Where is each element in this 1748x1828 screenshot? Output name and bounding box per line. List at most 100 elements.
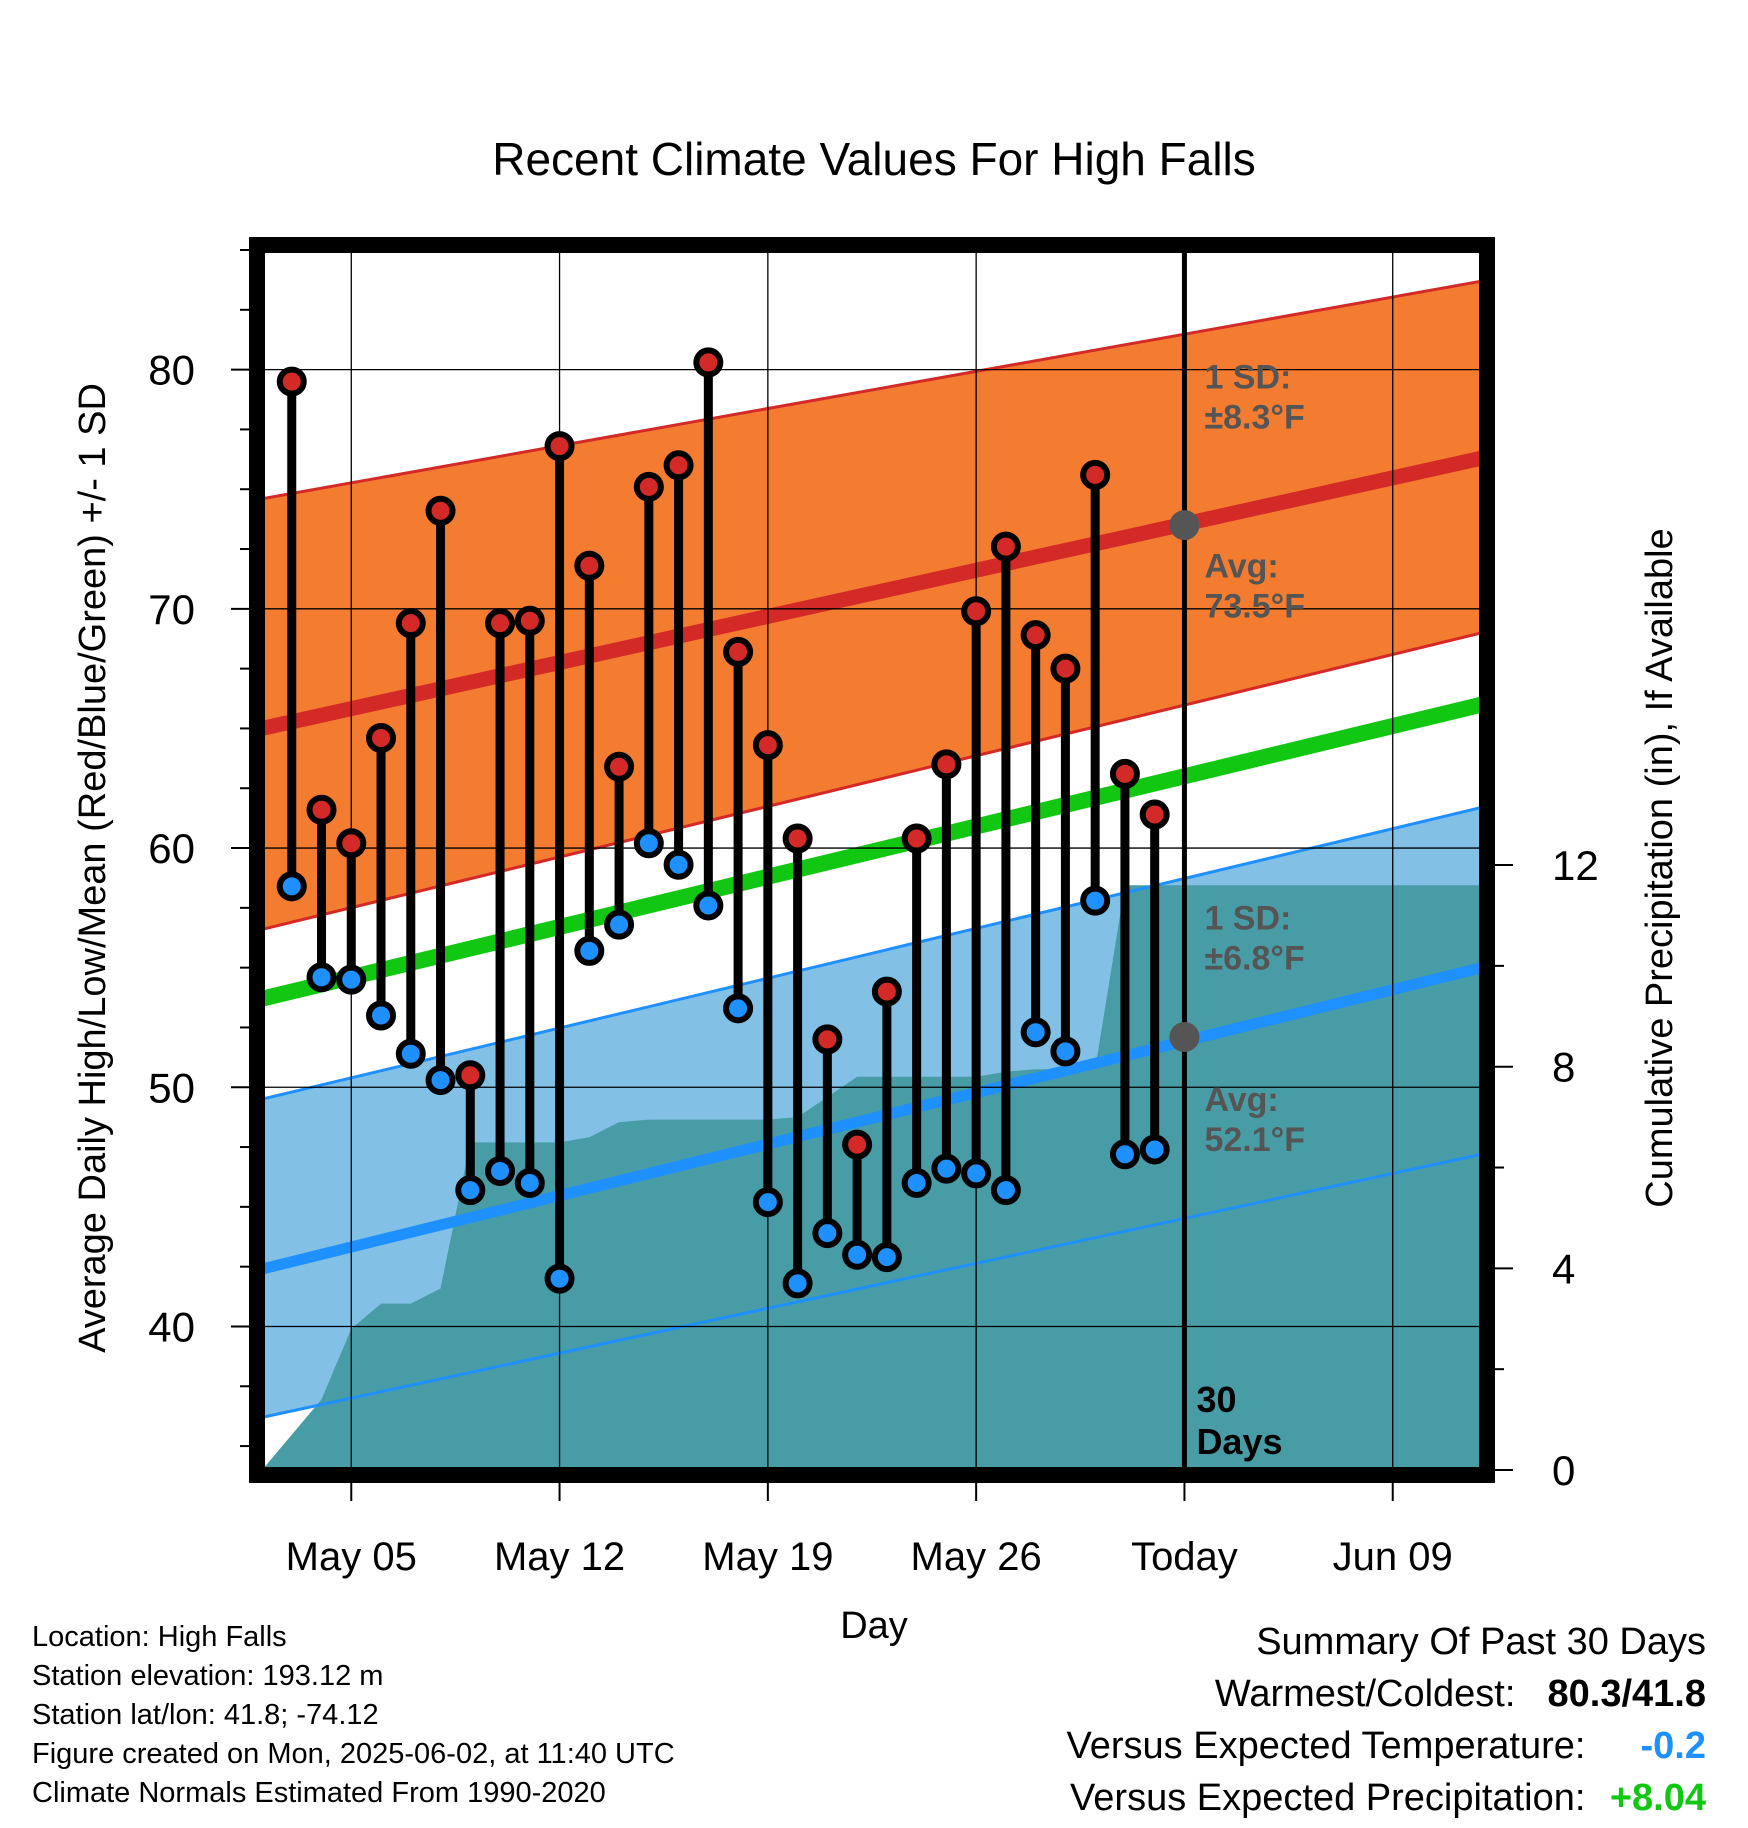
daily-low-point: [306, 962, 337, 993]
daily-high-point: [276, 366, 307, 397]
warm-cold-label: Warmest/Coldest:: [1214, 1673, 1516, 1715]
summary-title: Summary Of Past 30 Days: [1256, 1621, 1706, 1663]
high-sd-upper-line: [262, 279, 1482, 501]
daily-high-point: [395, 608, 426, 639]
daily-high-point: [574, 550, 605, 581]
low-avg-annotation: Avg: 52.1°F: [1204, 1081, 1305, 1159]
high-sd-lower-line: [262, 631, 1482, 931]
daily-low-point: [961, 1158, 992, 1189]
daily-high-point: [485, 608, 516, 639]
daily-low-point: [485, 1155, 516, 1186]
mean-avg-line: [262, 696, 1482, 1007]
daily-low-point: [574, 935, 605, 966]
y2-axis-label: Cumulative Precipitation (in), If Availa…: [1639, 528, 1681, 1207]
low-sd-annotation-line2: ±6.8°F: [1204, 939, 1304, 977]
daily-high-point: [544, 431, 575, 462]
daily-low-point: [1080, 885, 1111, 916]
high-sd-annotation: 1 SD: ±8.3°F: [1204, 359, 1304, 437]
daily-high-point: [842, 1129, 873, 1160]
daily-high-point: [663, 450, 694, 481]
daily-high-point: [1080, 459, 1111, 490]
low-avg-line: [262, 962, 1482, 1275]
daily-low-point: [990, 1175, 1021, 1206]
daily-high-point: [752, 730, 783, 761]
high-avg-annotation: Avg: 73.5°F: [1204, 548, 1305, 626]
high-avg-line: [262, 450, 1482, 736]
x-tick-label: May 19: [702, 1535, 833, 1579]
y-axis-label: Average Daily High/Low/Mean (Red/Blue/Gr…: [72, 383, 114, 1353]
daily-high-point: [1139, 799, 1170, 830]
daily-low-point: [782, 1268, 813, 1299]
daily-low-point: [1139, 1134, 1170, 1165]
days-label-line: 30: [1196, 1379, 1236, 1420]
high-sd-annotation-line1: 1 SD:: [1204, 359, 1291, 397]
daily-low-point: [901, 1167, 932, 1198]
high-avg-annotation-line2: 73.5°F: [1204, 588, 1305, 626]
daily-high-point: [961, 596, 992, 627]
daily-high-point: [514, 605, 545, 636]
daily-low-point: [1020, 1017, 1051, 1048]
warm-cold-value: 80.3/41.8: [1547, 1673, 1706, 1715]
axes: 40 50 60 70 80 0 4 8 12 May 05 May 12 May 19 May 26 T…: [148, 237, 1599, 1579]
y-tick-label: 80: [148, 347, 195, 394]
normals-text: Climate Normals Estimated From 1990-2020: [32, 1777, 606, 1809]
chart-title: Recent Climate Values For High Falls: [492, 133, 1256, 185]
precip-anomaly-row: Versus Expected Precipitation: +8.04: [806, 1772, 1706, 1824]
daily-high-point: [990, 531, 1021, 562]
daily-high-point: [1109, 758, 1140, 789]
low-sd-annotation: 1 SD: ±6.8°F: [1204, 899, 1304, 977]
precip-anomaly-label: Versus Expected Precipitation:: [1070, 1777, 1586, 1819]
daily-low-point: [723, 993, 754, 1024]
daily-high-point: [931, 749, 962, 780]
daily-high-point: [693, 347, 724, 378]
daily-low-point: [455, 1175, 486, 1206]
high-avg-annotation-line1: Avg:: [1204, 548, 1278, 586]
station-info: Location: High Falls Station elevation: …: [32, 1618, 932, 1813]
y-tick-label: 60: [148, 825, 195, 872]
x-tick-label: May 05: [286, 1535, 417, 1579]
daily-low-point: [663, 849, 694, 880]
y2-tick-label: 12: [1552, 842, 1599, 889]
x-tick-label: May 26: [911, 1535, 1042, 1579]
daily-low-point: [336, 964, 367, 995]
daily-high-point: [306, 794, 337, 825]
daily-high-point: [812, 1024, 843, 1055]
daily-low-point: [276, 871, 307, 902]
daily-low-point: [544, 1263, 575, 1294]
elevation-text: Station elevation: 193.12 m: [32, 1660, 384, 1692]
days-label-line: Days: [1196, 1421, 1282, 1462]
daily-low-point: [395, 1038, 426, 1069]
high-sd-band: [262, 281, 1482, 930]
x-tick-label: Today: [1131, 1535, 1238, 1579]
daily-low-point: [871, 1242, 902, 1273]
daily-low-point: [604, 909, 635, 940]
daily-low-point: [366, 1000, 397, 1031]
y2-tick-label: 4: [1552, 1245, 1575, 1292]
y-tick-label: 70: [148, 586, 195, 633]
daily-low-point: [931, 1153, 962, 1184]
daily-low-point: [752, 1187, 783, 1218]
daily-high-point: [723, 636, 754, 667]
x-tick-label: May 12: [494, 1535, 625, 1579]
y-tick-label: 50: [148, 1064, 195, 1111]
precip-anomaly-value: +8.04: [1609, 1777, 1706, 1819]
low-sd-upper-line: [262, 805, 1482, 1101]
low-avg-annotation-line1: Avg:: [1204, 1081, 1278, 1119]
low-avg-annotation-line2: 52.1°F: [1204, 1121, 1305, 1159]
location-text: Location: High Falls: [32, 1621, 287, 1653]
x-tick-label: Jun 09: [1333, 1535, 1453, 1579]
daily-low-point: [1050, 1036, 1081, 1067]
low-sd-lower-line: [262, 1152, 1482, 1419]
daily-high-point: [871, 976, 902, 1007]
daily-low-point: [514, 1167, 545, 1198]
daily-high-point: [604, 751, 635, 782]
today-high-avg-marker: [1169, 510, 1200, 541]
daily-low-point: [812, 1218, 843, 1249]
daily-high-point: [455, 1060, 486, 1091]
temp-anomaly-label: Versus Expected Temperature:: [1066, 1725, 1586, 1767]
daily-high-point: [336, 828, 367, 859]
high-sd-annotation-line2: ±8.3°F: [1204, 399, 1304, 437]
daily-low-point: [693, 890, 724, 921]
daily-low-point: [842, 1239, 873, 1270]
